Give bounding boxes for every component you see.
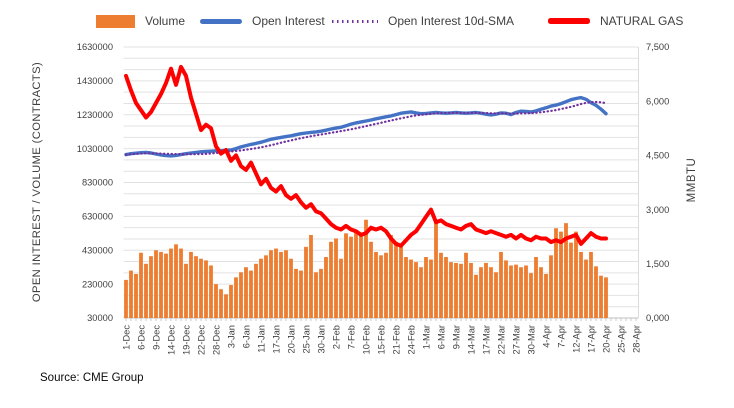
legend-item-open-interest-10d-sma: Open Interest 10d-SMA	[332, 10, 514, 32]
svg-text:20-Jan: 20-Jan	[286, 325, 296, 353]
x-axis-ticks	[125, 318, 637, 321]
svg-text:6-Dec: 6-Dec	[136, 325, 146, 350]
svg-text:17-Mar: 17-Mar	[481, 325, 491, 354]
svg-text:1030000: 1030000	[77, 144, 113, 154]
line-swatch	[548, 18, 590, 24]
svg-text:11-Jan: 11-Jan	[256, 325, 266, 353]
svg-text:7,500: 7,500	[646, 42, 669, 52]
svg-text:25-Jan: 25-Jan	[301, 325, 311, 353]
svg-text:20-Apr: 20-Apr	[601, 325, 611, 353]
svg-text:30-Mar: 30-Mar	[526, 325, 536, 354]
left-axis-tick-labels: 1630000 1430000 1230000 1030000 830000 630000…	[77, 42, 113, 323]
legend-label: Open Interest 10d-SMA	[388, 14, 515, 28]
svg-text:0,000: 0,000	[646, 313, 669, 323]
svg-text:21-Feb: 21-Feb	[391, 325, 401, 354]
svg-text:14-Dec: 14-Dec	[166, 325, 176, 355]
svg-text:3-Jan: 3-Jan	[226, 325, 236, 348]
svg-text:6-Mar: 6-Mar	[436, 325, 446, 349]
legend-label: NATURAL GAS	[600, 14, 684, 28]
svg-text:4-Apr: 4-Apr	[541, 325, 551, 348]
svg-text:7-Apr: 7-Apr	[556, 325, 566, 348]
svg-text:22-Dec: 22-Dec	[196, 325, 206, 355]
right-axis-title: MMBTU	[686, 157, 698, 203]
svg-text:12-Apr: 12-Apr	[571, 325, 581, 353]
svg-text:430000: 430000	[82, 245, 113, 255]
line-swatch	[200, 18, 242, 24]
right-axis-tick-labels: 7,500 6,000 4,500 3,000 1,500 0,000	[646, 42, 669, 323]
svg-text:1630000: 1630000	[77, 42, 113, 52]
svg-text:1430000: 1430000	[77, 76, 113, 86]
svg-text:230000: 230000	[82, 279, 113, 289]
svg-text:3,000: 3,000	[646, 205, 669, 215]
open-interest-line	[124, 95, 608, 158]
svg-text:25-Apr: 25-Apr	[616, 325, 626, 353]
volume-swatch	[96, 14, 135, 28]
svg-text:830000: 830000	[82, 178, 113, 188]
legend-item-volume: Volume	[96, 10, 185, 32]
svg-text:30000: 30000	[87, 313, 113, 323]
svg-text:24-Feb: 24-Feb	[406, 325, 416, 354]
svg-text:14-Mar: 14-Mar	[466, 325, 476, 354]
svg-text:30-Jan: 30-Jan	[316, 325, 326, 353]
svg-text:10-Feb: 10-Feb	[361, 325, 371, 354]
svg-text:9-Dec: 9-Dec	[151, 325, 161, 350]
svg-text:9-Mar: 9-Mar	[451, 325, 461, 349]
svg-text:2-Feb: 2-Feb	[331, 325, 341, 349]
legend-item-open-interest: Open Interest	[200, 10, 325, 32]
svg-text:28-Dec: 28-Dec	[211, 325, 221, 355]
svg-text:19-Dec: 19-Dec	[181, 325, 191, 355]
svg-text:17-Jan: 17-Jan	[271, 325, 281, 353]
legend-label: Open Interest	[252, 14, 325, 28]
svg-text:630000: 630000	[82, 212, 113, 222]
svg-text:1-Mar: 1-Mar	[421, 325, 431, 349]
svg-text:17-Apr: 17-Apr	[586, 325, 596, 353]
svg-text:1-Dec: 1-Dec	[121, 325, 131, 350]
svg-text:6,000: 6,000	[646, 96, 669, 106]
natural-gas-line	[124, 64, 608, 248]
legend-label: Volume	[145, 14, 186, 28]
svg-text:22-Mar: 22-Mar	[496, 325, 506, 354]
svg-text:27-Mar: 27-Mar	[511, 325, 521, 354]
source-caption: Source: CME Group	[40, 372, 144, 384]
dotted-line-swatch	[332, 19, 378, 23]
volume-bars	[124, 219, 608, 319]
open-interest-sma-line	[124, 100, 608, 156]
svg-text:1230000: 1230000	[77, 110, 113, 120]
x-axis-tick-labels: 1-Dec 6-Dec 9-Dec 14-Dec 19-Dec 22-Dec 28-Dec 3…	[121, 325, 641, 355]
svg-text:1,500: 1,500	[646, 259, 669, 269]
left-axis-title: OPEN INTEREST / VOLUME (CONTRACTS)	[31, 61, 43, 303]
chart-legend: Volume Open Interest Open Interest 10d-SMA…	[0, 10, 734, 32]
svg-text:28-Apr: 28-Apr	[631, 325, 641, 353]
svg-text:7-Feb: 7-Feb	[346, 325, 356, 349]
svg-text:15-Feb: 15-Feb	[376, 325, 386, 354]
svg-text:4,500: 4,500	[646, 151, 669, 161]
legend-item-natural-gas: NATURAL GAS	[548, 10, 683, 32]
svg-text:6-Jan: 6-Jan	[241, 325, 251, 348]
